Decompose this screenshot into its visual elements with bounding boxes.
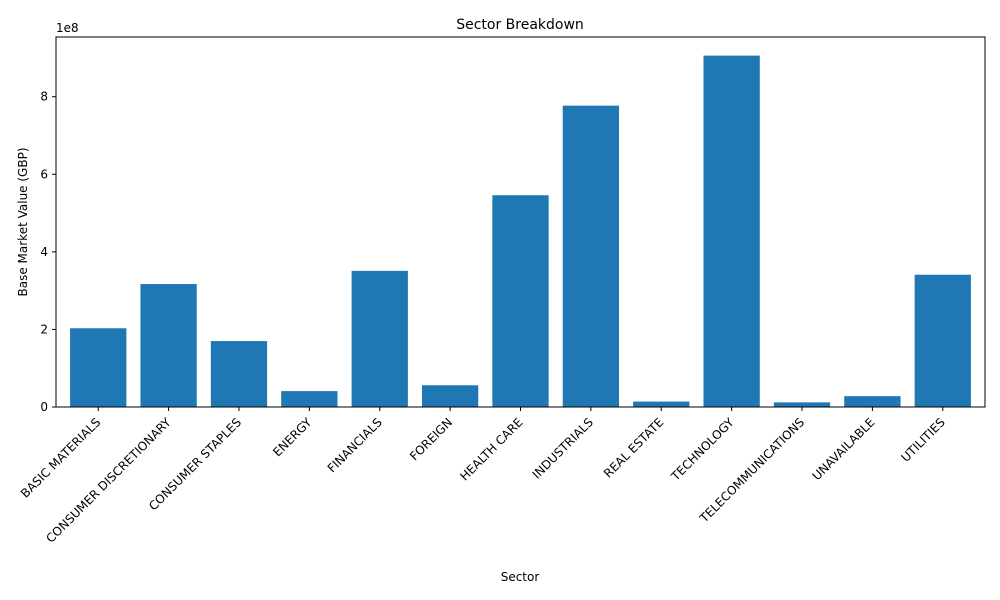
x-tick-label: INDUSTRIALS [530,415,596,481]
bar-consumer-discretionary [140,284,197,407]
x-tick-label: UNAVAILABLE [810,415,878,483]
y-tick-label: 2 [40,322,48,336]
x-tick-label: REAL ESTATE [601,415,666,480]
plot-frame [55,36,986,408]
x-tick-label: FOREIGN [407,415,455,463]
bars-group [70,55,971,408]
x-tick-label: CONSUMER DISCRETIONARY [43,415,174,546]
bar-health-care [492,195,549,407]
bar-foreign [421,385,479,407]
bar-real-estate [633,401,690,407]
bar-telecommunications [773,402,831,407]
y-axis-label: Base Market Value (GBP) [16,148,30,297]
x-tick-label: TECHNOLOGY [668,415,737,484]
x-axis-label: Sector [501,570,540,584]
x-tick-label: HEALTH CARE [457,415,525,483]
y-tick-label: 0 [40,400,48,414]
y-tick-label: 4 [40,245,48,259]
bar-basic-materials [70,328,127,407]
y-scale-multiplier: 1e8 [56,21,79,35]
x-tick-label: FINANCIALS [325,415,385,475]
bar-energy [281,391,338,407]
chart-title: Sector Breakdown [456,17,584,33]
y-tick-label: 6 [40,167,48,181]
bar-financials [351,270,408,407]
x-tick-label: ENERGY [270,415,315,460]
bar-unavailable [844,396,901,407]
bar-technology [703,55,760,408]
bar-utilities [914,274,971,407]
x-tick-label: UTILITIES [898,415,947,464]
y-tick-label: 8 [40,90,48,104]
y-axis-ticks: 0 2 4 6 8 [40,90,56,414]
bar-industrials [562,105,620,408]
bar-consumer-staples [210,341,268,407]
